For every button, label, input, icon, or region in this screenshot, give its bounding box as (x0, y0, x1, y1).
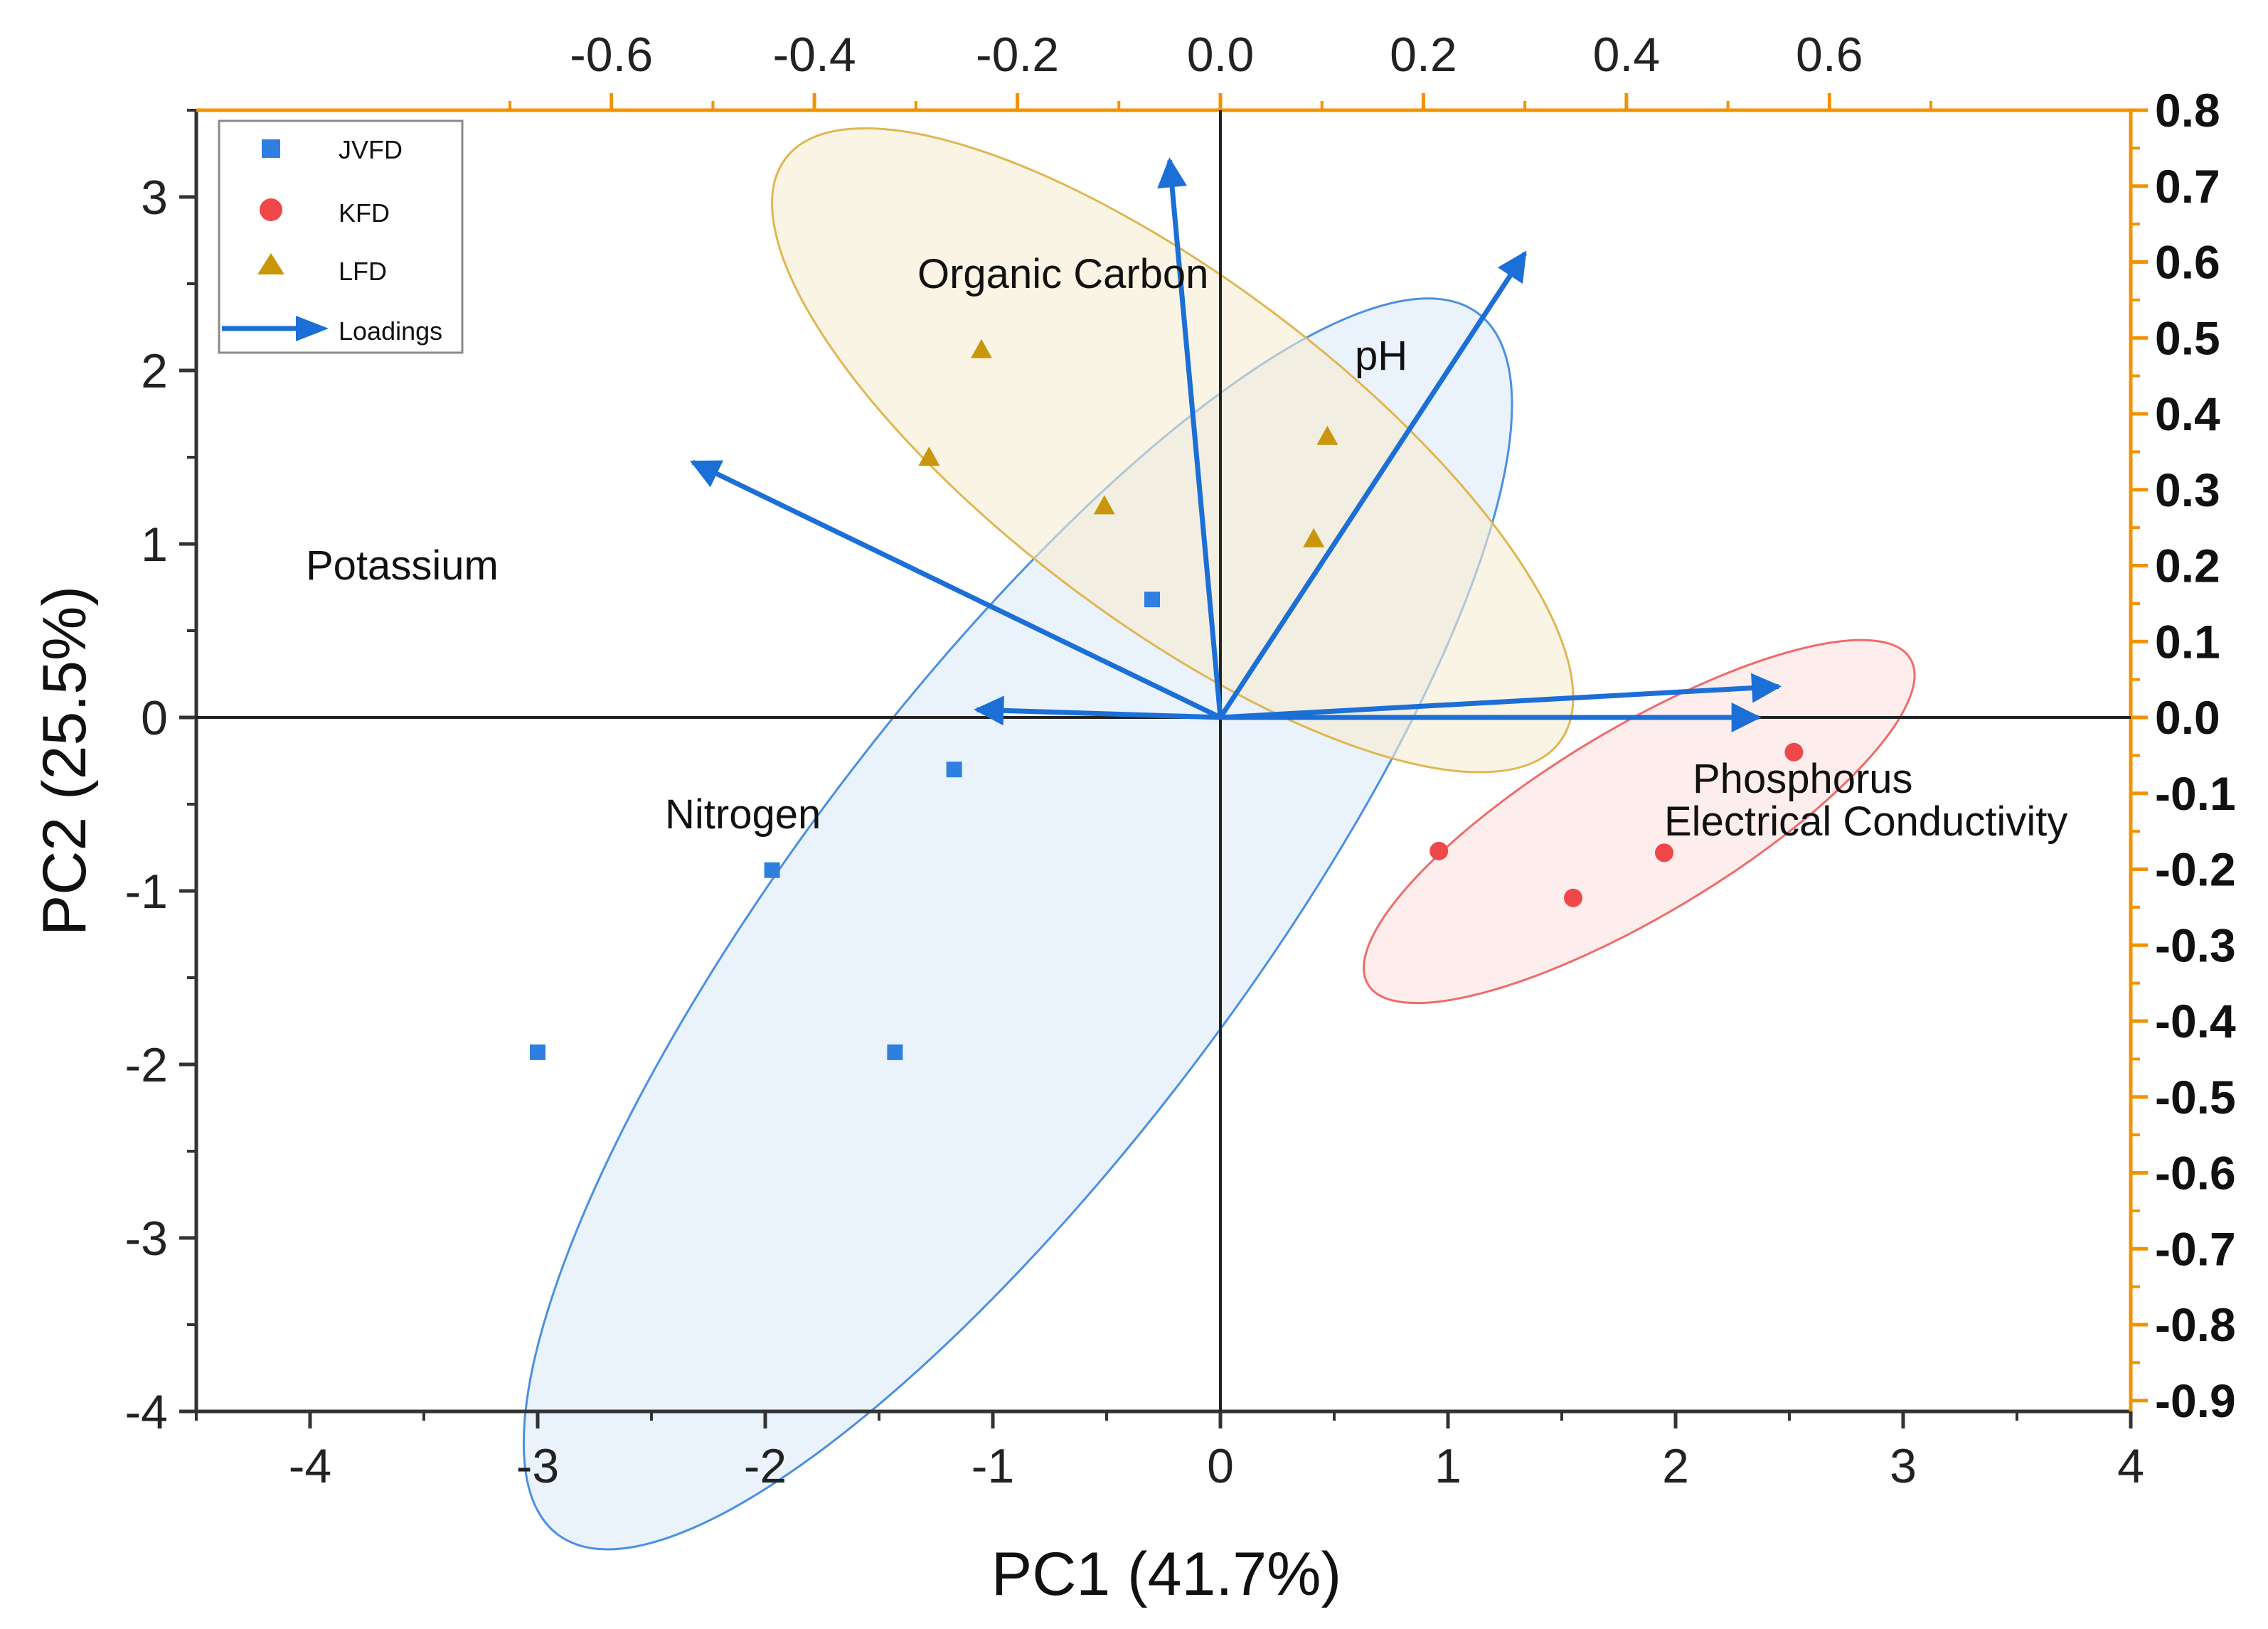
legend: JVFD KFD LFD Loadings (218, 119, 464, 354)
right-tick-label: 0.7 (2155, 160, 2220, 213)
point-lfd (1316, 425, 1338, 445)
y-tick-label: 1 (141, 518, 168, 572)
point-jvfd (946, 762, 962, 778)
right-tick-label: -0.8 (2155, 1298, 2236, 1351)
x-tick-label: 3 (1890, 1439, 1917, 1493)
x-tick-label: 4 (2117, 1439, 2144, 1493)
y-tick-label: 0 (141, 691, 168, 745)
point-kfd (1564, 888, 1582, 907)
point-lfd (971, 338, 992, 358)
loading-vectors: Organic Carbon pH Potassium PhosphorusElect… (306, 157, 2067, 845)
right-tick-label: 0.5 (2155, 311, 2220, 364)
loading-arrow-organic-carbon (1157, 157, 1223, 718)
loading-arrow-phosphorus (1220, 673, 1782, 720)
point-lfd (918, 447, 940, 466)
top-tick-label: 0.4 (1593, 28, 1661, 82)
legend-label-jvfd: JVFD (339, 135, 403, 164)
legend-label-lfd: LFD (339, 257, 387, 286)
legend-box (218, 119, 464, 354)
y-tick-label: -1 (125, 865, 168, 919)
right-tick-label: 0.4 (2155, 388, 2220, 440)
top-tick-label: -0.2 (976, 28, 1059, 82)
top-tick-label: -0.6 (570, 28, 653, 82)
right-tick-label: -0.2 (2155, 843, 2236, 896)
point-jvfd (530, 1044, 545, 1060)
loading-label: Potassium (306, 543, 499, 589)
point-kfd (1430, 841, 1449, 860)
right-tick-label: 0.1 (2155, 615, 2220, 668)
loading-arrow-potassium (690, 459, 1222, 720)
y-tick-label: 2 (141, 344, 168, 398)
right-tick-label: 0.2 (2155, 540, 2220, 592)
point-jvfd (1144, 592, 1160, 608)
x-axis-title: PC1 (41.7%) (991, 1540, 1341, 1608)
right-tick-label: 0.0 (2155, 691, 2220, 744)
right-tick-label: 0.3 (2155, 464, 2220, 516)
y-tick-label: 3 (141, 171, 168, 225)
score-points (530, 338, 1804, 1060)
right-tick-label: -0.3 (2155, 919, 2236, 971)
y-tick-label: -2 (125, 1038, 168, 1092)
x-tick-label: -3 (516, 1439, 559, 1493)
right-tick-label: -0.4 (2155, 995, 2236, 1047)
right-tick-label: -0.6 (2155, 1147, 2236, 1200)
right-tick-label: -0.1 (2155, 767, 2236, 820)
right-tick-label: 0.8 (2155, 84, 2220, 137)
legend-label-kfd: KFD (339, 198, 390, 228)
loading-label: Nitrogen (665, 791, 821, 838)
point-jvfd (887, 1044, 903, 1060)
x-tick-label: 2 (1662, 1439, 1689, 1493)
right-tick-label: -0.5 (2155, 1071, 2236, 1123)
right-tick-label: 0.6 (2155, 236, 2220, 289)
legend-marker-kfd (260, 198, 282, 221)
axes: -4 -3 -2 -1 0 1 2 3 4 -4 -3 -2 -1 0 1 2 3 -0.6 -0.4 -0.2 0.0… (125, 28, 2236, 1493)
x-tick-label: -1 (971, 1439, 1014, 1493)
legend-marker-lfd (257, 253, 284, 274)
y-axis-title: PC2 (25.5%) (31, 586, 99, 936)
confidence-ellipses (522, 127, 1916, 1551)
x-tick-label: -2 (744, 1439, 787, 1493)
point-kfd (1784, 742, 1804, 762)
x-tick-label: 0 (1207, 1439, 1234, 1493)
right-tick-label: -0.7 (2155, 1222, 2236, 1275)
loading-arrow-nitrogen (974, 695, 1221, 726)
right-tick-label: -0.9 (2155, 1374, 2236, 1427)
axis-labels: PC1 (41.7%) PC2 (25.5%) (31, 586, 1341, 1608)
x-tick-label: 1 (1434, 1439, 1462, 1493)
loading-label: pH (1355, 333, 1407, 379)
point-jvfd (764, 862, 780, 878)
x-tick-label: -4 (289, 1439, 331, 1493)
ellipse-lfd (771, 127, 1575, 774)
y-tick-label: -4 (125, 1385, 168, 1439)
legend-marker-jvfd (262, 139, 280, 158)
loading-label: Electrical Conductivity (1664, 799, 2067, 845)
legend-arrow-head-icon (296, 316, 329, 341)
loading-arrow-ph (1218, 250, 1528, 719)
legend-label-loadings: Loadings (339, 316, 442, 346)
point-lfd (1303, 528, 1325, 548)
point-lfd (1093, 495, 1115, 515)
top-tick-label: 0.6 (1796, 28, 1863, 82)
y-tick-label: -3 (125, 1212, 168, 1266)
loading-label: Organic Carbon (917, 251, 1208, 297)
top-tick-label: -0.4 (773, 28, 856, 82)
point-kfd (1655, 843, 1673, 862)
ellipse-kfd (1363, 639, 1916, 1005)
loading-label: Phosphorus (1693, 756, 1913, 802)
top-tick-label: 0.2 (1390, 28, 1457, 82)
top-tick-label: 0.0 (1187, 28, 1255, 82)
